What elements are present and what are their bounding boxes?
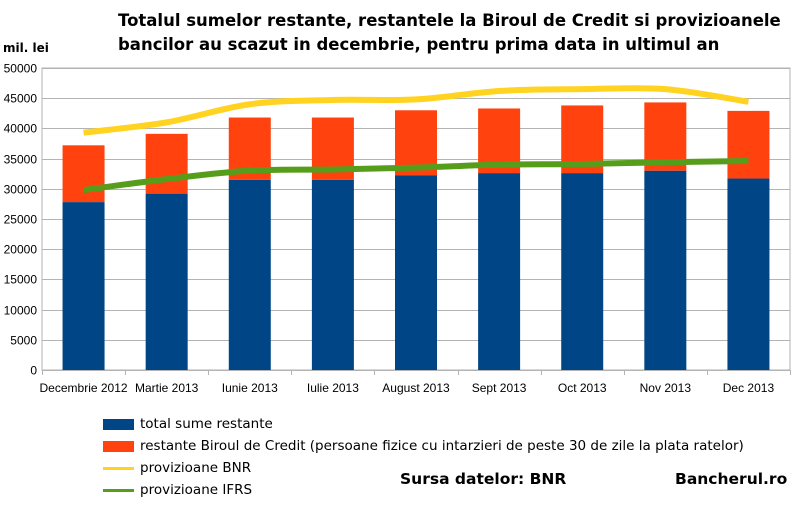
x-tick-label: Decembrie 2012: [40, 381, 128, 395]
legend-swatch: [103, 488, 134, 492]
legend-swatch: [103, 418, 134, 430]
legend-label: total sume restante: [140, 416, 273, 432]
y-tick-label: 0: [30, 364, 37, 378]
line-series: [83, 85, 749, 193]
x-tick-label: Dec 2013: [723, 381, 775, 395]
y-axis-unit-label: mil. lei: [3, 41, 49, 55]
source-note: Sursa datelor: BNR: [400, 470, 567, 488]
bar-segment: [727, 110, 770, 179]
y-tick-label: 45000: [4, 92, 38, 106]
legend-item-provizioane-bnr: provizioane BNR: [103, 460, 251, 476]
y-tick-label: 20000: [4, 243, 38, 257]
bar-segment: [478, 173, 521, 370]
x-tick-label: Nov 2013: [640, 381, 692, 395]
x-tick-label: Sept 2013: [472, 381, 527, 395]
axes: 0 5000 10000 15000 20000 25000 30000 35000 40000…: [4, 62, 791, 395]
legend-swatch: [103, 466, 134, 470]
bar-segment: [311, 179, 354, 370]
bar-segment: [644, 170, 687, 370]
legend-item-provizioane-ifrs: provizioane IFRS: [103, 482, 252, 498]
y-tick-label: 40000: [4, 122, 38, 136]
bar-series: [62, 102, 770, 370]
chart-title-line-1: Totalul sumelor restante, restantele la …: [118, 11, 781, 30]
legend-swatch: [103, 440, 134, 452]
y-tick-label: 15000: [4, 273, 38, 287]
chart-title-line-2: bancilor au scazut in decembrie, pentru …: [118, 35, 720, 54]
brand-note: Bancherul.ro: [675, 470, 788, 488]
y-tick-label: 10000: [4, 304, 38, 318]
x-tick-label: August 2013: [382, 381, 450, 395]
legend-label: provizioane BNR: [140, 460, 252, 476]
bar-segment: [228, 179, 271, 370]
bar-segment: [62, 145, 105, 203]
y-tick-label: 50000: [4, 62, 38, 76]
legend-label: restante Biroul de Credit (persoane fizi…: [140, 438, 744, 454]
bar-segment: [727, 178, 770, 370]
y-tick-label: 5000: [10, 334, 37, 348]
x-tick-label: Martie 2013: [135, 381, 199, 395]
y-tick-label: 30000: [4, 183, 38, 197]
series-line: [83, 85, 749, 136]
y-tick-label: 35000: [4, 153, 38, 167]
y-tick-label: 25000: [4, 213, 38, 227]
bar-segment: [561, 173, 604, 370]
bar-segment: [145, 193, 188, 370]
bar-segment: [395, 175, 437, 370]
x-tick-label: Iunie 2013: [222, 381, 278, 395]
legend-label: provizioane IFRS: [140, 482, 253, 498]
x-tick-label: Oct 2013: [558, 381, 607, 395]
legend-item-restante-biroul-credit: restante Biroul de Credit (persoane fizi…: [103, 438, 744, 454]
bar-segment: [62, 202, 105, 370]
series-line: [83, 158, 749, 193]
bar-segment: [145, 133, 188, 194]
x-tick-label: Iulie 2013: [307, 381, 359, 395]
legend-item-total-restante: total sume restante: [103, 416, 273, 432]
